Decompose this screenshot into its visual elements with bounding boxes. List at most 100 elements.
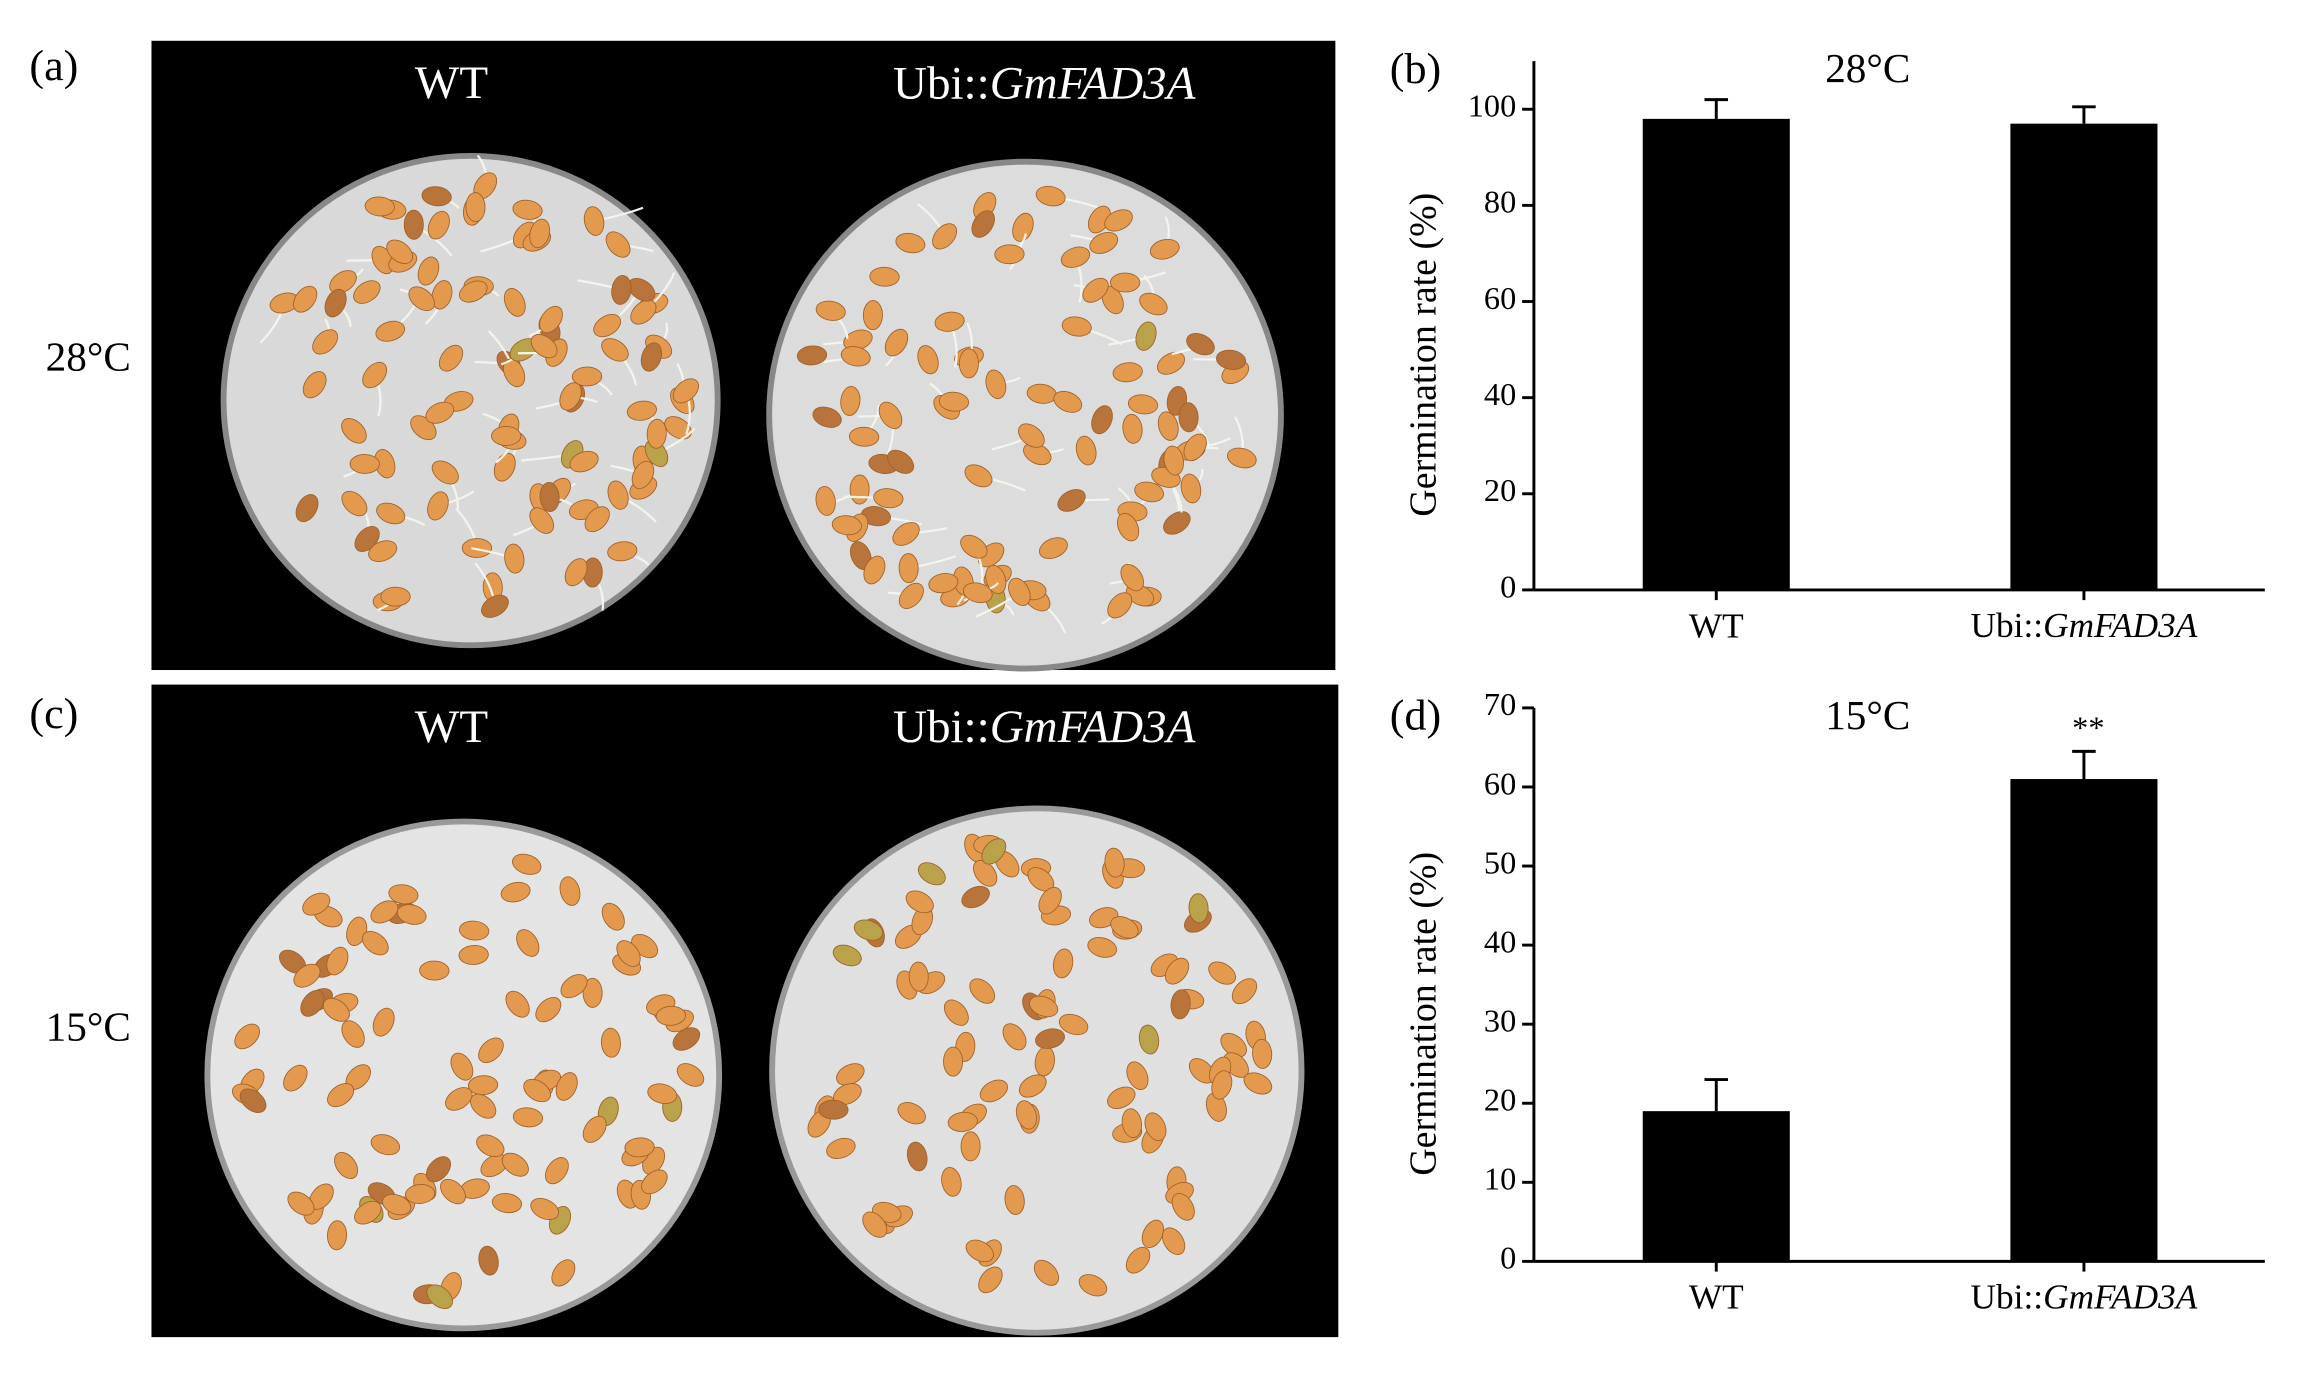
- seed: [601, 902, 625, 931]
- seed: [327, 1083, 355, 1108]
- seed: [569, 450, 599, 473]
- seed: [601, 338, 629, 362]
- seed: [796, 345, 828, 366]
- seed: [503, 358, 526, 388]
- seed: [1035, 185, 1066, 207]
- seed: [341, 490, 368, 517]
- y-tick-label: 50: [1484, 845, 1516, 881]
- seed: [1120, 563, 1145, 592]
- seed: [1116, 512, 1140, 542]
- seed: [295, 494, 319, 523]
- seed: [530, 1198, 560, 1221]
- seed: [600, 1027, 621, 1058]
- seed: [1126, 1061, 1149, 1091]
- seed: [962, 582, 993, 604]
- seed: [887, 449, 915, 474]
- error-bar: [1704, 1078, 1729, 1112]
- seed: [512, 853, 542, 875]
- seed: [1180, 473, 1202, 504]
- seed: [676, 1063, 705, 1087]
- seed: [564, 558, 588, 587]
- seed: [840, 386, 861, 416]
- seed: [324, 288, 347, 318]
- seed: [334, 1151, 359, 1179]
- seed: [1033, 1259, 1060, 1286]
- seed: [326, 1220, 348, 1251]
- seed: [862, 1211, 888, 1238]
- seed: [831, 515, 862, 536]
- seed: [640, 342, 663, 372]
- seed: [362, 361, 388, 389]
- seed: [529, 507, 555, 534]
- seed: [908, 961, 929, 992]
- seed: [917, 345, 939, 375]
- seed: [928, 573, 959, 594]
- seed: [884, 328, 909, 357]
- seed: [961, 885, 990, 909]
- seed: [312, 329, 339, 355]
- bar: [2010, 779, 2158, 1262]
- error-bar: [1704, 98, 1729, 119]
- seed: [1208, 961, 1237, 985]
- seed: [1029, 995, 1059, 1018]
- column-label: Ubi::GmFAD3A: [893, 701, 1196, 753]
- seed: [672, 378, 699, 404]
- panel-label: (b): [1390, 45, 1441, 93]
- y-tick-label: 20: [1484, 1082, 1516, 1118]
- seed: [964, 464, 993, 488]
- seed: [512, 1107, 544, 1128]
- seed: [1061, 316, 1092, 337]
- seed: [234, 1023, 260, 1050]
- seed: [529, 218, 551, 249]
- seed: [376, 502, 406, 525]
- seeds: [231, 154, 1273, 1309]
- y-tick-label: 100: [1468, 88, 1517, 124]
- seed: [1161, 1227, 1186, 1256]
- seed: [559, 876, 581, 906]
- seed: [985, 369, 1007, 400]
- seed: [906, 1141, 928, 1172]
- seed: [812, 406, 842, 428]
- panel-label: (c): [29, 690, 78, 738]
- seed: [419, 960, 450, 981]
- seed: [969, 978, 996, 1004]
- seed: [1135, 321, 1157, 351]
- seed: [403, 209, 424, 240]
- seed: [849, 474, 870, 505]
- seed: [302, 371, 327, 399]
- seed: [408, 286, 436, 312]
- bar: [1642, 118, 1790, 590]
- seed: [370, 900, 399, 924]
- seed: [1226, 447, 1257, 469]
- seed: [1163, 511, 1191, 535]
- seed: [1060, 246, 1091, 268]
- seed: [917, 862, 946, 886]
- y-tick-label: 0: [1500, 1240, 1516, 1276]
- row-label: 28°C: [46, 334, 131, 380]
- seed: [1082, 277, 1109, 303]
- seed: [481, 594, 509, 618]
- seed: [341, 418, 367, 444]
- seed: [380, 586, 411, 607]
- seed: [815, 300, 846, 321]
- seed: [978, 1266, 1003, 1294]
- seed: [647, 1083, 678, 1104]
- y-axis-label: Germination rate (%): [1402, 193, 1444, 517]
- seed: [973, 859, 998, 887]
- error-bar: [2072, 105, 2096, 124]
- seed: [848, 426, 880, 447]
- seed: [832, 944, 862, 967]
- seed: [584, 506, 610, 533]
- seed: [427, 491, 449, 521]
- seed: [440, 1178, 466, 1205]
- seed: [1186, 333, 1215, 356]
- y-axis-label: Germination rate (%): [1402, 852, 1444, 1176]
- seed: [1057, 489, 1086, 512]
- seed: [504, 543, 525, 574]
- seed: [646, 418, 667, 449]
- seed: [655, 1005, 686, 1026]
- seed: [478, 1245, 499, 1276]
- seed: [1122, 413, 1143, 444]
- seed: [326, 946, 349, 976]
